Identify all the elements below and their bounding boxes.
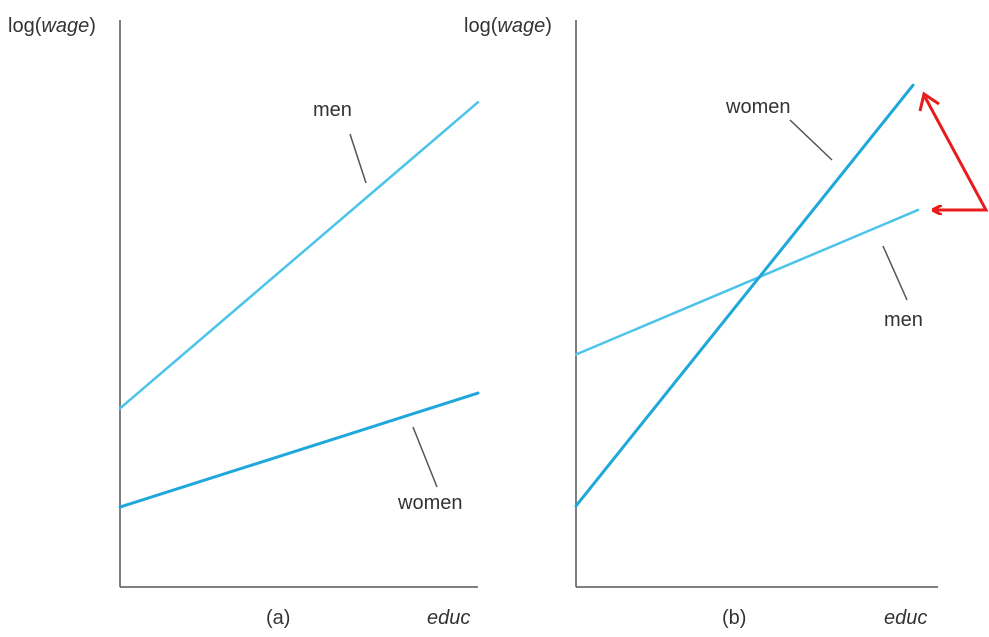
panel-b-men-line	[574, 208, 920, 356]
panel-b-men-leader	[882, 245, 908, 301]
panel-b-xlabel: educ	[884, 607, 927, 629]
panel-a-men-line	[118, 100, 480, 410]
panel-a: log(wage) educ (a) men women	[8, 15, 480, 629]
panel-b-men-label: men	[884, 309, 923, 331]
panel-b: log(wage) educ (b) women men	[464, 15, 989, 629]
panel-a-xlabel: educ	[427, 607, 470, 629]
panel-a-ylabel: log(wage)	[8, 15, 96, 37]
panel-a-men-label: men	[313, 99, 352, 121]
panel-a-women-leader	[412, 426, 438, 488]
panel-a-sublabel: (a)	[266, 607, 290, 629]
panel-b-women-label: women	[725, 96, 790, 118]
panel-b-women-leader	[789, 119, 833, 161]
panel-a-men-leader	[349, 133, 367, 184]
panel-b-sublabel: (b)	[722, 607, 746, 629]
panel-b-women-line	[574, 83, 915, 508]
panel-b-gap-arrow	[923, 96, 989, 210]
panel-b-ylabel: log(wage)	[464, 15, 552, 37]
panel-a-women-line	[118, 391, 480, 509]
panel-b-gap-arrowhead-top	[918, 91, 940, 112]
panel-a-women-label: women	[397, 492, 462, 514]
